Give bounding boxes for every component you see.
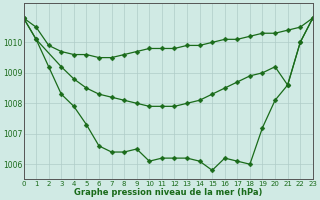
X-axis label: Graphe pression niveau de la mer (hPa): Graphe pression niveau de la mer (hPa)	[74, 188, 262, 197]
